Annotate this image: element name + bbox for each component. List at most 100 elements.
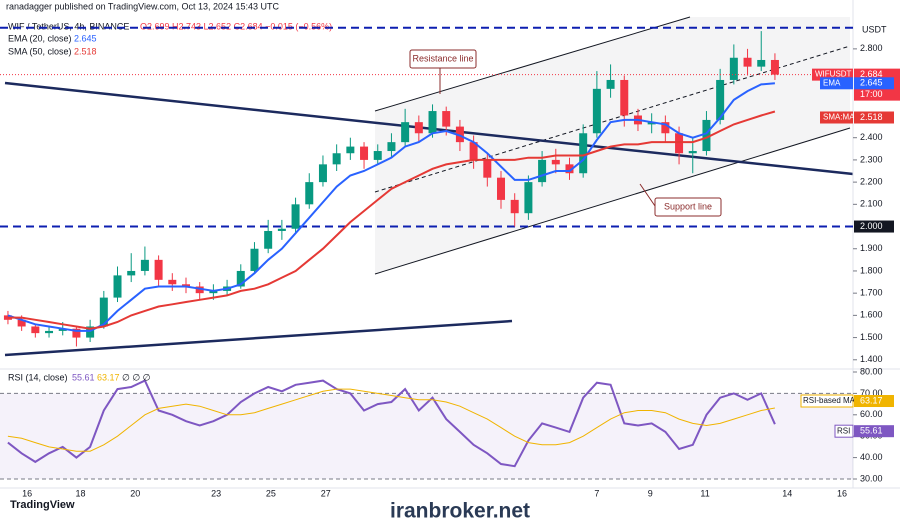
annotation-box xyxy=(654,197,722,217)
y-tick-label: 30.00 xyxy=(860,473,883,483)
annotation: Support line xyxy=(664,201,712,211)
candle-body xyxy=(140,259,149,271)
candle-body xyxy=(45,330,54,334)
ma-tag-label: SMA:MA xyxy=(823,113,855,122)
y-tick-label: 2.300 xyxy=(860,154,883,164)
candle-body xyxy=(250,248,259,271)
y-tick-label: 2.200 xyxy=(860,176,883,186)
candle-body xyxy=(346,146,355,154)
y-tick-label: 2.800 xyxy=(860,43,883,53)
candle-body xyxy=(264,230,273,249)
candle-body xyxy=(469,142,478,160)
x-tick-label: 27 xyxy=(321,488,331,498)
rsi-band xyxy=(0,393,853,480)
x-tick-label: 14 xyxy=(782,488,792,498)
candle-body xyxy=(510,199,519,214)
y-tick-label: 1.600 xyxy=(860,310,883,320)
candle-body xyxy=(538,159,547,183)
candle-body xyxy=(127,270,136,276)
candle-body xyxy=(606,79,615,89)
candle-body xyxy=(743,57,752,67)
candle-body xyxy=(360,146,369,160)
y-tick-label: 1.700 xyxy=(860,288,883,298)
y-tick-label: 1.400 xyxy=(860,354,883,364)
watermark: iranbroker.net xyxy=(390,500,530,523)
ma-line xyxy=(7,82,775,332)
candle-body xyxy=(497,177,506,200)
rsi-tag xyxy=(854,395,894,408)
rsi-tag-value: 63.17 xyxy=(860,395,883,405)
candle-body xyxy=(551,159,560,165)
footer: TradingView xyxy=(10,499,75,511)
candle-body xyxy=(58,328,67,331)
candle-body xyxy=(702,119,711,152)
legend-value: 63.17 xyxy=(97,372,120,382)
channel-top xyxy=(374,16,691,112)
trend-line xyxy=(4,319,513,357)
ma-tag-label: EMA xyxy=(823,78,841,87)
candle-body xyxy=(387,142,396,152)
candle-body xyxy=(688,151,697,154)
panel-title: RSI (14, close) xyxy=(8,372,68,382)
level-label: 2.000 xyxy=(860,221,883,231)
x-tick-label: 20 xyxy=(130,488,140,498)
rsi-line xyxy=(7,379,776,468)
y-tick-label: 80.00 xyxy=(860,366,883,376)
rsi-tag-label: RSI-based MA xyxy=(803,396,856,405)
candle-body xyxy=(428,111,437,134)
legend-value: 55.61 xyxy=(72,372,95,382)
x-tick-label: 9 xyxy=(648,488,653,498)
x-tick-label: 18 xyxy=(76,488,86,498)
candle-body xyxy=(277,228,286,231)
candle-body xyxy=(291,204,300,229)
arrow xyxy=(639,183,656,207)
candle-body xyxy=(770,59,779,75)
ma-tag xyxy=(854,77,894,90)
candle-body xyxy=(31,326,40,334)
candle-body xyxy=(181,284,190,287)
candle-body xyxy=(675,133,684,154)
channel-mid xyxy=(374,45,851,193)
ma-line xyxy=(7,110,776,330)
candle-body xyxy=(455,126,464,143)
candle-body xyxy=(592,88,601,134)
ma-tag-value: 2.518 xyxy=(860,112,883,122)
y-tick-label: 1.800 xyxy=(860,265,883,275)
candle-body xyxy=(729,57,738,80)
candle-body xyxy=(565,164,574,174)
candle-body xyxy=(414,122,423,134)
candle-body xyxy=(620,79,629,116)
rsi-tag-value: 55.61 xyxy=(860,426,883,436)
candle-body xyxy=(524,182,533,214)
ma-tag xyxy=(854,111,894,124)
last-price: 2.684 xyxy=(860,69,883,79)
rsi-line xyxy=(7,388,775,452)
published: ranadagger published on TradingView.com,… xyxy=(6,1,280,11)
rsi-tag xyxy=(834,424,854,438)
candle-body xyxy=(757,59,766,67)
x-tick-label: 23 xyxy=(211,488,221,498)
annotation: Resistance line xyxy=(412,53,473,63)
x-tick-label: 7 xyxy=(594,488,599,498)
y-tick-label: 2.400 xyxy=(860,132,883,142)
candle-body xyxy=(401,122,410,143)
y-tick-label: 1.500 xyxy=(860,332,883,342)
candle-body xyxy=(661,122,670,134)
legend-value: 2.645 xyxy=(74,33,97,43)
rsi-tag xyxy=(800,394,854,408)
candle-body xyxy=(209,290,218,294)
candle-body xyxy=(154,259,163,280)
candle-body xyxy=(86,326,95,338)
x-tick-label: 16 xyxy=(837,488,847,498)
candle-body xyxy=(99,297,108,327)
y-tick-label: 60.00 xyxy=(860,409,883,419)
candle-body xyxy=(113,275,122,298)
axis-unit: USDT xyxy=(862,24,887,34)
annotation-box xyxy=(409,49,477,69)
candle-body xyxy=(442,111,451,127)
ma-tag xyxy=(820,77,853,90)
candle-body xyxy=(332,153,341,165)
candle-body xyxy=(195,286,204,294)
candle-body xyxy=(72,328,81,338)
